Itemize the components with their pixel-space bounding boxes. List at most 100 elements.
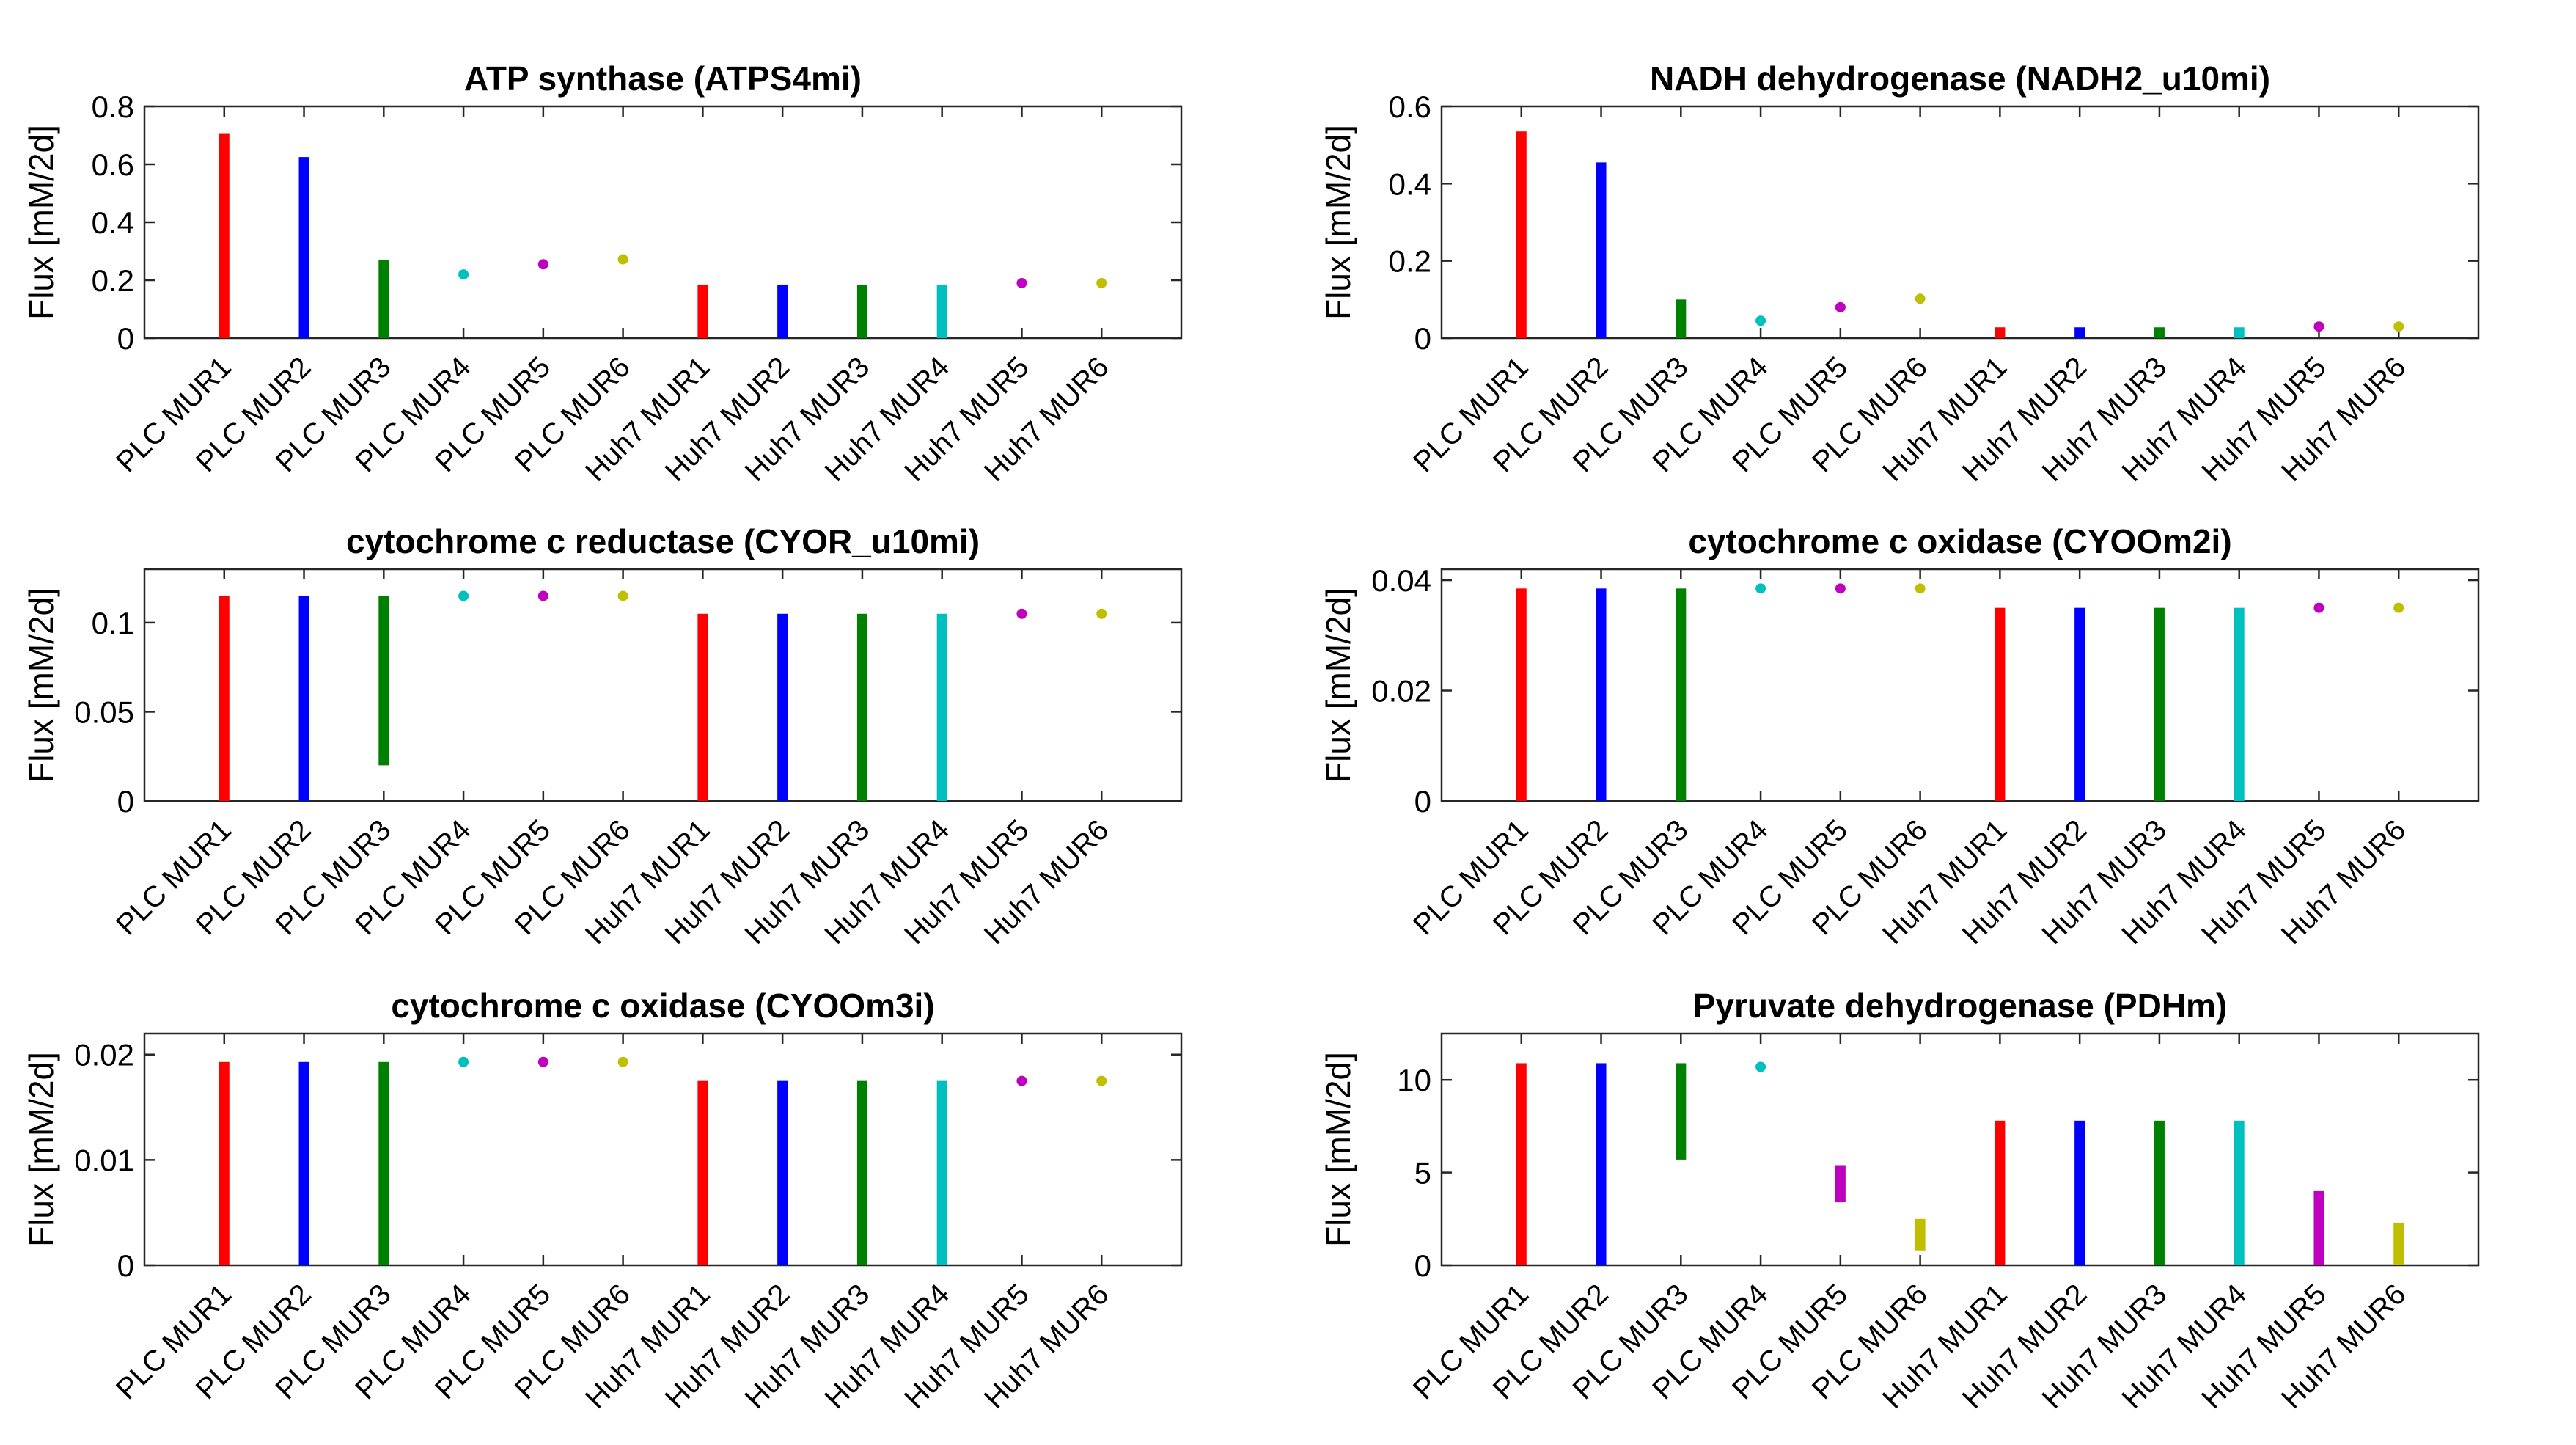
y-axis-label: Flux [mM/2d] — [22, 588, 60, 783]
flux-range-bar — [378, 260, 389, 338]
y-tick-label: 0.01 — [74, 1143, 134, 1177]
data-point — [2393, 602, 2404, 613]
chart-panel-6: Pyruvate dehydrogenase (PDHm) Flux [mM/2d… — [1319, 987, 2480, 1415]
data-point — [617, 1056, 628, 1067]
flux-range-bar — [856, 613, 867, 801]
flux-range-bar — [1596, 1063, 1607, 1265]
flux-range-bar — [856, 284, 867, 338]
flux-range-bar — [2074, 1120, 2085, 1265]
flux-range-bar — [298, 157, 309, 338]
flux-range-bar — [2313, 1190, 2324, 1265]
y-tick-label: 0.8 — [92, 89, 134, 124]
flux-range-bar — [2074, 327, 2085, 338]
chart-title: cytochrome c reductase (CYOR_u10mi) — [346, 522, 980, 560]
flux-range-bar — [1676, 1063, 1687, 1160]
y-tick-label: 0.05 — [74, 695, 134, 729]
flux-range-bar — [2154, 1120, 2165, 1265]
data-point — [1096, 608, 1107, 619]
flux-range-bar — [2234, 1120, 2245, 1265]
data-point — [537, 1056, 548, 1067]
chart-title: cytochrome c oxidase (CYOOm2i) — [1688, 522, 2231, 560]
chart-title: Pyruvate dehydrogenase (PDHm) — [1693, 987, 2228, 1025]
flux-range-bar — [1676, 588, 1687, 801]
y-tick-label: 0 — [1414, 1248, 1431, 1283]
data-point — [2313, 602, 2324, 613]
flux-range-bar — [2154, 327, 2165, 338]
flux-range-bar — [936, 284, 947, 338]
flux-range-bar — [1995, 1120, 2006, 1265]
data-point — [2393, 321, 2404, 332]
plot-area — [1440, 105, 2480, 340]
flux-range-bar — [697, 1080, 708, 1265]
flux-range-bar — [2074, 607, 2085, 801]
chart-panel-2: NADH dehydrogenase (NADH2_u10mi) Flux [mM… — [1319, 59, 2480, 488]
flux-range-bar — [1596, 588, 1607, 801]
flux-range-bar — [856, 1080, 867, 1265]
data-point — [1755, 315, 1766, 326]
y-tick-label: 0 — [1414, 784, 1431, 819]
flux-range-bar — [378, 596, 389, 766]
flux-range-bar — [777, 284, 788, 338]
flux-range-bar — [219, 1061, 230, 1265]
flux-range-bar — [1596, 162, 1607, 338]
flux-range-bar — [1995, 607, 2006, 801]
y-axis-label: Flux [mM/2d] — [22, 125, 60, 320]
data-point — [1755, 583, 1766, 594]
flux-range-bar — [298, 596, 309, 801]
y-tick-label: 0.02 — [1371, 674, 1431, 709]
flux-range-bar — [219, 596, 230, 801]
y-tick-label: 0.6 — [1389, 89, 1431, 124]
flux-range-bar — [1915, 1218, 1926, 1251]
flux-range-bar — [777, 613, 788, 801]
y-tick-label: 0.04 — [1371, 563, 1431, 598]
flux-range-bar — [2234, 327, 2245, 338]
y-tick-label: 5 — [1414, 1156, 1431, 1190]
flux-range-bar — [697, 613, 708, 801]
data-point — [1915, 293, 1926, 304]
plot-area — [143, 568, 1183, 802]
data-point — [1016, 1075, 1027, 1086]
data-point — [1835, 583, 1846, 594]
y-tick-label: 0.1 — [92, 606, 134, 640]
plot-area — [1440, 1032, 2480, 1267]
plot-area — [1440, 568, 2480, 802]
data-point — [537, 259, 548, 270]
y-tick-label: 0.2 — [1389, 244, 1431, 279]
data-point — [1755, 1061, 1766, 1072]
flux-range-bar — [1995, 327, 2006, 338]
y-tick-label: 10 — [1397, 1063, 1431, 1097]
plot-area — [143, 105, 1183, 340]
y-axis-label: Flux [mM/2d] — [1319, 125, 1357, 320]
y-tick-label: 0.4 — [92, 205, 134, 240]
flux-range-bar — [1516, 131, 1527, 338]
flux-range-bar — [2234, 607, 2245, 801]
flux-range-bar — [378, 1061, 389, 1265]
flux-range-bar — [936, 613, 947, 801]
data-point — [1096, 277, 1107, 288]
data-point — [458, 1056, 469, 1067]
y-axis-label: Flux [mM/2d] — [1319, 588, 1357, 783]
data-point — [1016, 277, 1027, 288]
flux-range-bar — [1676, 299, 1687, 338]
data-point — [617, 590, 628, 601]
chart-title: NADH dehydrogenase (NADH2_u10mi) — [1650, 59, 2270, 98]
flux-range-bar — [1835, 1165, 1846, 1203]
data-point — [617, 254, 628, 265]
chart-title: cytochrome c oxidase (CYOOm3i) — [391, 987, 934, 1025]
flux-range-bar — [1516, 588, 1527, 801]
flux-range-bar — [298, 1061, 309, 1265]
flux-range-bar — [2393, 1222, 2404, 1265]
y-tick-label: 0 — [117, 1248, 134, 1283]
y-axis-label: Flux [mM/2d] — [1319, 1052, 1357, 1247]
chart-panel-4: cytochrome c oxidase (CYOOm2i) Flux [mM/2… — [1319, 522, 2480, 951]
data-point — [458, 590, 469, 601]
data-point — [2313, 321, 2324, 332]
data-point — [1016, 608, 1027, 619]
data-point — [537, 590, 548, 601]
chart-panel-1: ATP synthase (ATPS4mi) Flux [mM/2d] 0 0.2 0.… — [22, 59, 1183, 488]
flux-range-bar — [219, 133, 230, 338]
y-tick-label: 0.4 — [1389, 167, 1431, 201]
data-point — [1096, 1075, 1107, 1086]
flux-range-bar — [2154, 607, 2165, 801]
y-tick-label: 0 — [117, 784, 134, 819]
